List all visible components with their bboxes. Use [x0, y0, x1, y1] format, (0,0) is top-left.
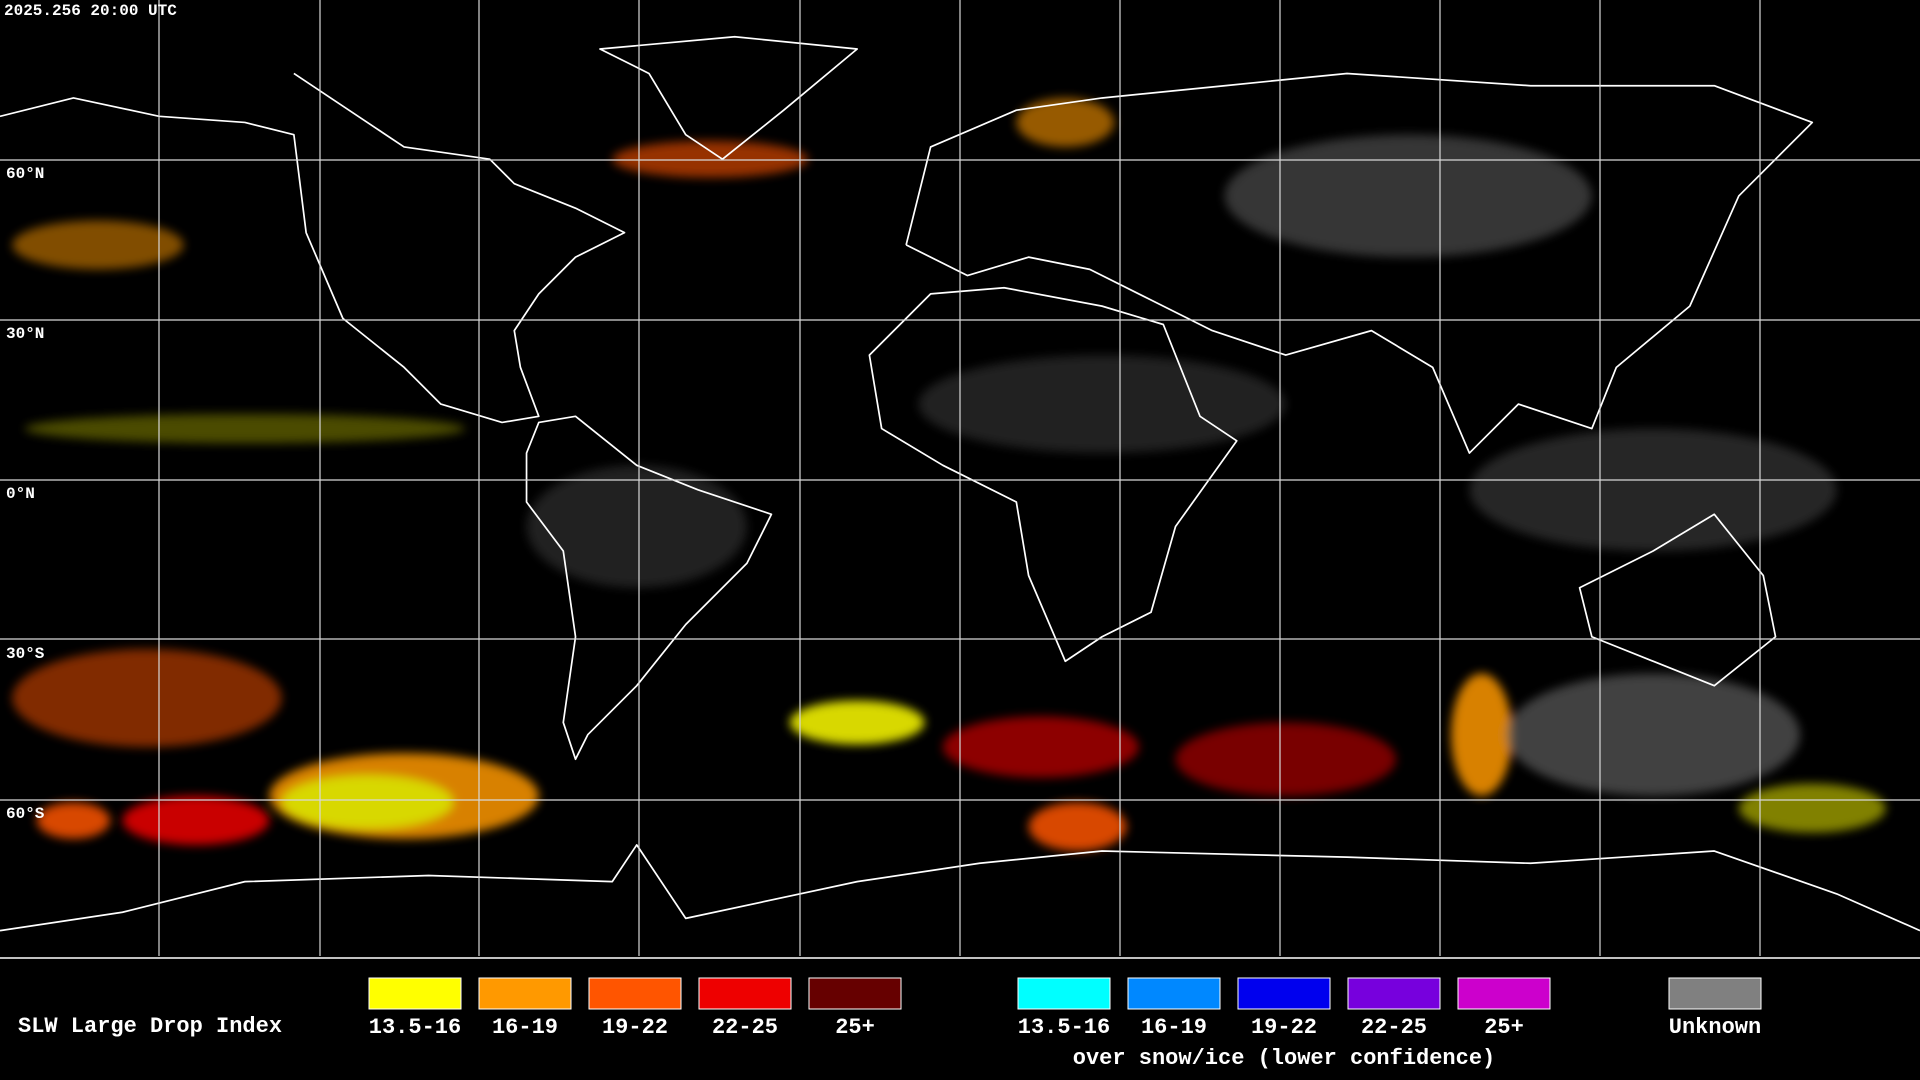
latitude-label: 30°N	[6, 325, 44, 343]
eurasia	[905, 72, 1814, 454]
legend-swatch	[1668, 977, 1762, 1010]
antarctica	[0, 844, 1920, 932]
legend-label: 13.5-16	[369, 1015, 461, 1040]
latitude-label: 60°N	[6, 165, 44, 183]
legend-label: 13.5-16	[1018, 1015, 1110, 1040]
legend-label: 25+	[1484, 1015, 1524, 1040]
legend-label: 16-19	[1141, 1015, 1207, 1040]
legend-label: 25+	[835, 1015, 875, 1040]
cloud-field	[12, 97, 1886, 852]
south-america	[525, 415, 773, 761]
legend-label: Unknown	[1669, 1015, 1761, 1040]
legend-swatch	[1017, 977, 1111, 1010]
legend-swatch	[368, 977, 462, 1010]
legend-label: 16-19	[492, 1015, 558, 1040]
legend-caption: over snow/ice (lower confidence)	[1073, 1046, 1495, 1071]
latitude-label: 60°S	[6, 805, 45, 823]
australia	[1578, 513, 1777, 687]
legend: SLW Large Drop Index 13.5-16 16-19 19-22 22-…	[18, 977, 1762, 1071]
legend-swatch	[1347, 977, 1441, 1010]
legend-swatch	[698, 977, 792, 1010]
legend-swatch	[1127, 977, 1221, 1010]
map	[0, 35, 1920, 932]
legend-label: 22-25	[1361, 1015, 1427, 1040]
legend-swatch	[478, 977, 572, 1010]
greenland	[599, 35, 859, 161]
legend-swatch	[1237, 977, 1331, 1010]
coastlines	[0, 35, 1920, 932]
legend-swatch	[588, 977, 682, 1010]
legend-swatch	[1457, 977, 1551, 1010]
graticule	[0, 0, 1920, 956]
legend-label: 22-25	[712, 1015, 778, 1040]
latitude-labels: 60°N 30°N 0°N 30°S 60°S	[6, 165, 45, 823]
north-america	[0, 72, 626, 424]
legend-label: 19-22	[602, 1015, 668, 1040]
legend-label: 19-22	[1251, 1015, 1317, 1040]
latitude-label: 0°N	[6, 485, 35, 503]
legend-swatch	[808, 977, 902, 1010]
legend-title: SLW Large Drop Index	[18, 1014, 282, 1039]
timestamp: 2025.256 20:00 UTC	[4, 2, 177, 20]
latitude-label: 30°S	[6, 645, 45, 663]
africa	[868, 286, 1238, 663]
